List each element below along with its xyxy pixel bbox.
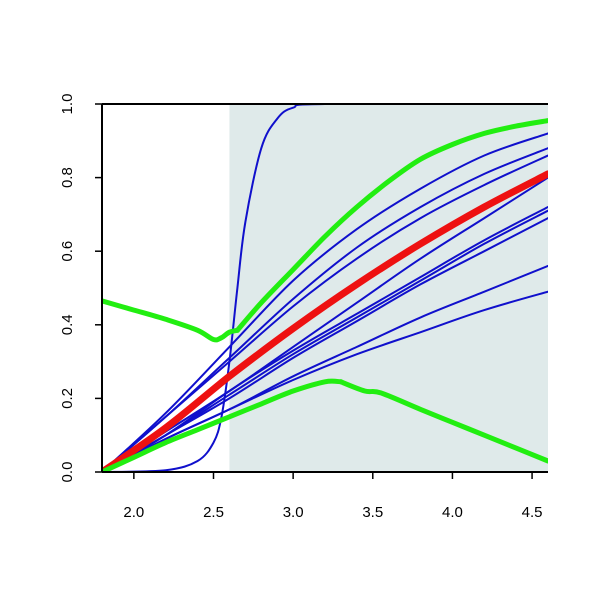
x-tick-label: 3.0 [283, 504, 304, 521]
y-tick-label: 0.8 [59, 167, 76, 188]
y-tick-label: 1.0 [59, 94, 76, 115]
x-tick-label: 2.0 [123, 504, 144, 521]
y-tick-label: 0.6 [59, 241, 76, 262]
blue-series-line-4 [102, 176, 548, 472]
x-tick-label: 4.5 [522, 504, 543, 521]
y-tick-label: 0.2 [59, 388, 76, 409]
blue-series-line-1 [102, 132, 548, 472]
blue-series-line-9 [102, 290, 548, 472]
red-series-line-10 [102, 170, 548, 472]
blue-series-line-3 [102, 154, 548, 472]
green-series-line-13 [102, 378, 344, 472]
x-tick-label: 4.0 [442, 504, 463, 521]
green-series-line-12 [234, 118, 548, 333]
y-tick-label: 0.0 [59, 462, 76, 483]
axes: 2.0 2.5 3.0 3.5 4.0 4.5 0.0 0.2 0.4 0.6 0.8 1.0 [59, 94, 548, 521]
x-tick-label: 3.5 [362, 504, 383, 521]
blue-series-line-7 [102, 217, 548, 472]
x-tick-label: 2.5 [203, 504, 224, 521]
y-tick-label: 0.4 [59, 314, 76, 335]
series-group [102, 104, 548, 472]
green-series-line-14 [338, 379, 548, 464]
green-series-line-11 [102, 298, 240, 343]
